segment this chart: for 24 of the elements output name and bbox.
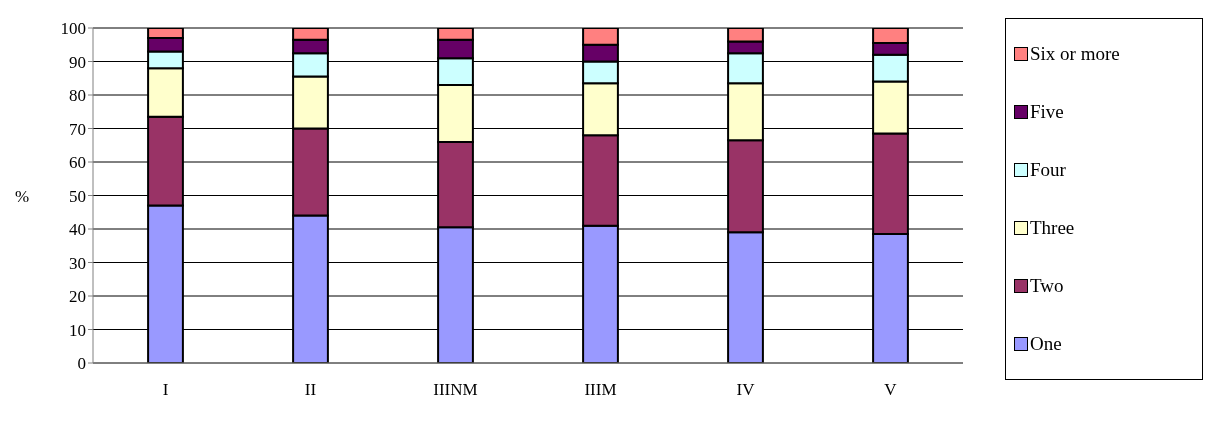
x-tick-label: V xyxy=(884,380,898,400)
x-tick-label: II xyxy=(304,380,317,400)
y-tick-label: 80 xyxy=(69,86,86,106)
y-axis-title: % xyxy=(15,186,30,206)
legend-label: Two xyxy=(1030,275,1064,297)
y-tick-label: 100 xyxy=(60,19,86,39)
y-tick-label: 40 xyxy=(69,220,86,240)
x-tick-label: IV xyxy=(736,380,756,400)
legend-label: One xyxy=(1030,333,1062,355)
y-tick-label: 20 xyxy=(69,287,86,307)
y-tick-label: 50 xyxy=(69,186,86,206)
y-tick-label: 60 xyxy=(69,153,86,173)
legend-label: Three xyxy=(1030,217,1075,239)
y-tick-label: 10 xyxy=(69,320,86,340)
legend-label: Four xyxy=(1030,159,1066,181)
x-tick-label: IIIM xyxy=(584,380,617,400)
legend-label: Six or more xyxy=(1030,43,1120,65)
y-tick-label: 30 xyxy=(69,253,86,273)
y-tick-label: 70 xyxy=(69,119,86,139)
y-tick-label: 0 xyxy=(77,354,86,374)
x-tick-label: IIINM xyxy=(433,380,478,400)
x-tick-label: I xyxy=(162,380,169,400)
legend-label: Five xyxy=(1030,101,1064,123)
y-tick-label: 90 xyxy=(69,52,86,72)
